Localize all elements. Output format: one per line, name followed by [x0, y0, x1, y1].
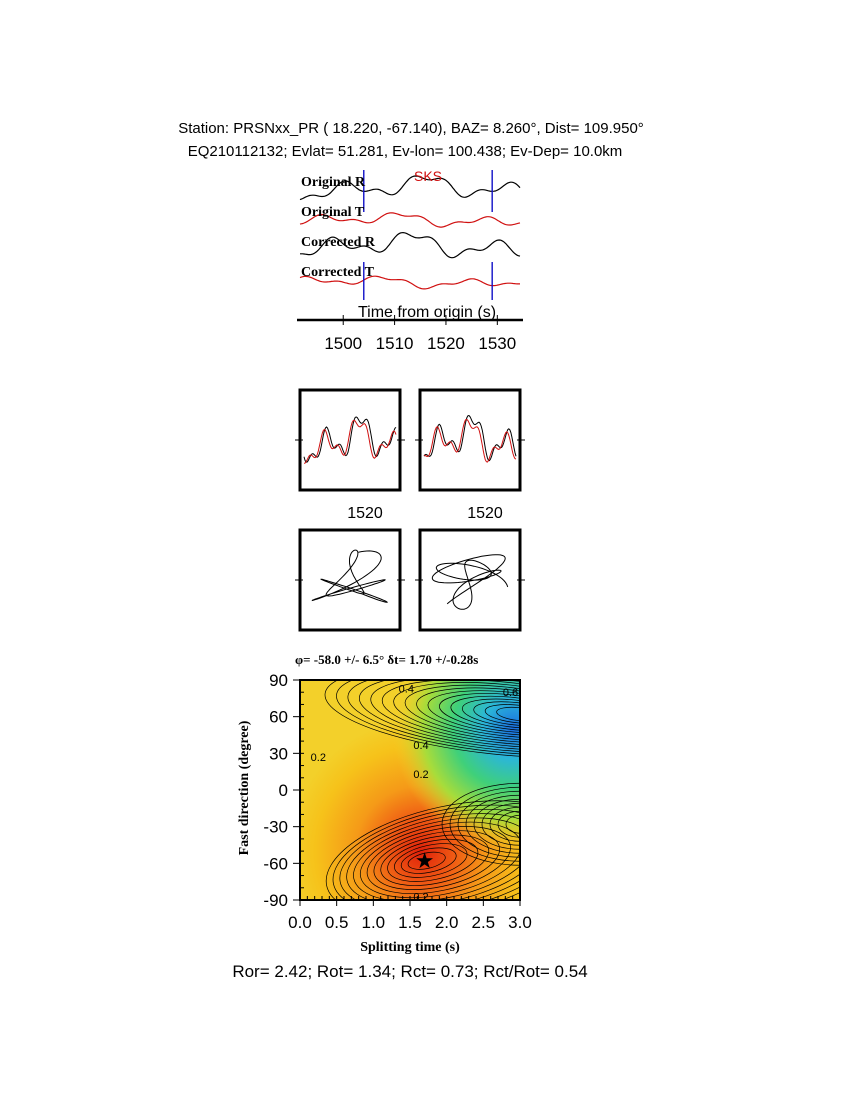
grid-xtick-label: 3.0 — [508, 913, 532, 932]
energy-contour-side — [481, 802, 520, 846]
grid-ytick-label: 30 — [269, 744, 288, 763]
time-tick-label: 1530 — [478, 334, 516, 353]
grid-ytick-label: 60 — [269, 708, 288, 727]
event-header: EQ210112132; Evlat= 51.281, Ev-lon= 100.… — [187, 143, 623, 160]
trace-corrected-r — [300, 231, 521, 259]
overlay-trace-black — [303, 416, 397, 463]
contour-value-label: 0.2 — [413, 891, 428, 903]
energy-contour-high — [381, 680, 520, 746]
grid-ytick-label: -60 — [263, 854, 288, 873]
contour-value-label: 0.2 — [311, 752, 326, 764]
energy-contour-low — [339, 808, 520, 900]
energy-contour-high — [484, 704, 520, 724]
grid-xtick-label: 2.5 — [472, 913, 496, 932]
energy-contour-high — [404, 684, 520, 741]
energy-contour-low — [394, 843, 468, 878]
contour-value-label: 0.2 — [413, 769, 428, 781]
energy-contour-high — [473, 701, 520, 727]
energy-contour-low — [380, 834, 490, 886]
energy-contour-side — [497, 810, 520, 838]
grid-ylabel: Fast direction (degree) — [237, 720, 252, 856]
energy-contour-high — [416, 687, 520, 739]
phase-label-sks: SKS — [414, 168, 442, 184]
grid-xtick-label: 0.0 — [288, 913, 312, 932]
energy-contour-side — [441, 782, 520, 866]
energy-contour-high — [324, 680, 520, 758]
grid-ytick-label: -30 — [263, 818, 288, 837]
grid-xtick-label: 0.5 — [325, 913, 349, 932]
time-tick-label: 1500 — [324, 334, 362, 353]
energy-contour-high — [358, 680, 520, 751]
grid-xtick-label: 1.0 — [362, 913, 386, 932]
trace-corrected-t — [299, 275, 520, 290]
trace-label-corrected-t: Corrected T — [301, 265, 375, 280]
grid-ytick-label: -90 — [263, 891, 288, 910]
overlay-tick-left: 1520 — [347, 505, 383, 522]
grid-xlabel: Splitting time (s) — [360, 940, 460, 955]
energy-contour-side — [473, 798, 520, 850]
energy-contour-high — [347, 680, 520, 754]
grid-title: φ= -58.0 +/- 6.5° δt= 1.70 +/-0.28s — [295, 652, 479, 667]
grid-ytick-label: 0 — [279, 781, 288, 800]
trace-label-original-t: Original T — [301, 205, 365, 220]
energy-contour-high — [439, 693, 520, 734]
grid-ytick-label: 90 — [269, 671, 288, 690]
energy-contour-low — [353, 817, 520, 900]
grid-cold-region — [300, 680, 520, 900]
energy-contour-high — [393, 682, 520, 744]
energy-contour-low — [332, 804, 520, 900]
contour-value-label: 0.4 — [399, 684, 414, 696]
particle-motion-panel — [295, 528, 525, 632]
energy-contour-low — [400, 847, 457, 874]
energy-contour-high — [370, 680, 520, 749]
contour-value-label: 0.6 — [503, 687, 518, 699]
contour-value-label: 0.4 — [413, 740, 428, 752]
particle-motion-trace — [311, 549, 389, 603]
station-header: Station: PRSNxx_PR ( 18.220, -67.140), B… — [178, 120, 644, 137]
time-tick-label: 1520 — [427, 334, 465, 353]
overlay-trace-red — [303, 419, 397, 464]
grid-xtick-label: 2.0 — [435, 913, 459, 932]
energy-contour-high — [461, 698, 520, 729]
energy-contour-side — [465, 794, 520, 854]
energy-grid-panel: 0.0 0.5 1.0 1.5 2.0 2.5 3.0 90 60 30 0 -30 -60 -90 0.… — [263, 671, 532, 932]
energy-contour-low — [387, 838, 479, 882]
overlay-tick-right: 1520 — [467, 505, 503, 522]
trace-original-r — [299, 175, 521, 201]
energy-contour-high — [427, 690, 520, 736]
overlay-trace-black — [423, 414, 517, 462]
waveform-overlay-panel: 1520 1520 — [295, 388, 525, 522]
energy-contour-side — [457, 790, 520, 858]
time-axis-label: Time from origin (s) — [358, 304, 496, 321]
trace-original-t — [299, 212, 521, 228]
seismogram-panel: Original R Original T Corrected R Correc… — [297, 168, 523, 353]
overlay-trace-red — [423, 419, 517, 463]
time-tick-label: 1510 — [376, 334, 414, 353]
trace-label-corrected-r: Corrected R — [301, 235, 376, 250]
best-fit-star-icon: ★ — [415, 848, 435, 873]
energy-contour-high — [336, 680, 520, 756]
energy-contour-high — [450, 695, 520, 731]
energy-contour-low — [359, 821, 520, 898]
energy-contour-low — [325, 800, 520, 900]
grid-xtick-label: 1.5 — [398, 913, 422, 932]
energy-contour-side — [505, 814, 520, 834]
summary-ratios: Ror= 2.42; Rot= 1.34; Rct= 0.73; Rct/Rot… — [232, 962, 588, 981]
trace-label-original-r: Original R — [301, 175, 366, 190]
energy-contour-low — [346, 813, 520, 900]
energy-contour-low — [407, 851, 446, 870]
energy-contour-side — [489, 806, 520, 842]
particle-motion-trace — [431, 554, 509, 610]
energy-contour-side — [449, 786, 520, 862]
